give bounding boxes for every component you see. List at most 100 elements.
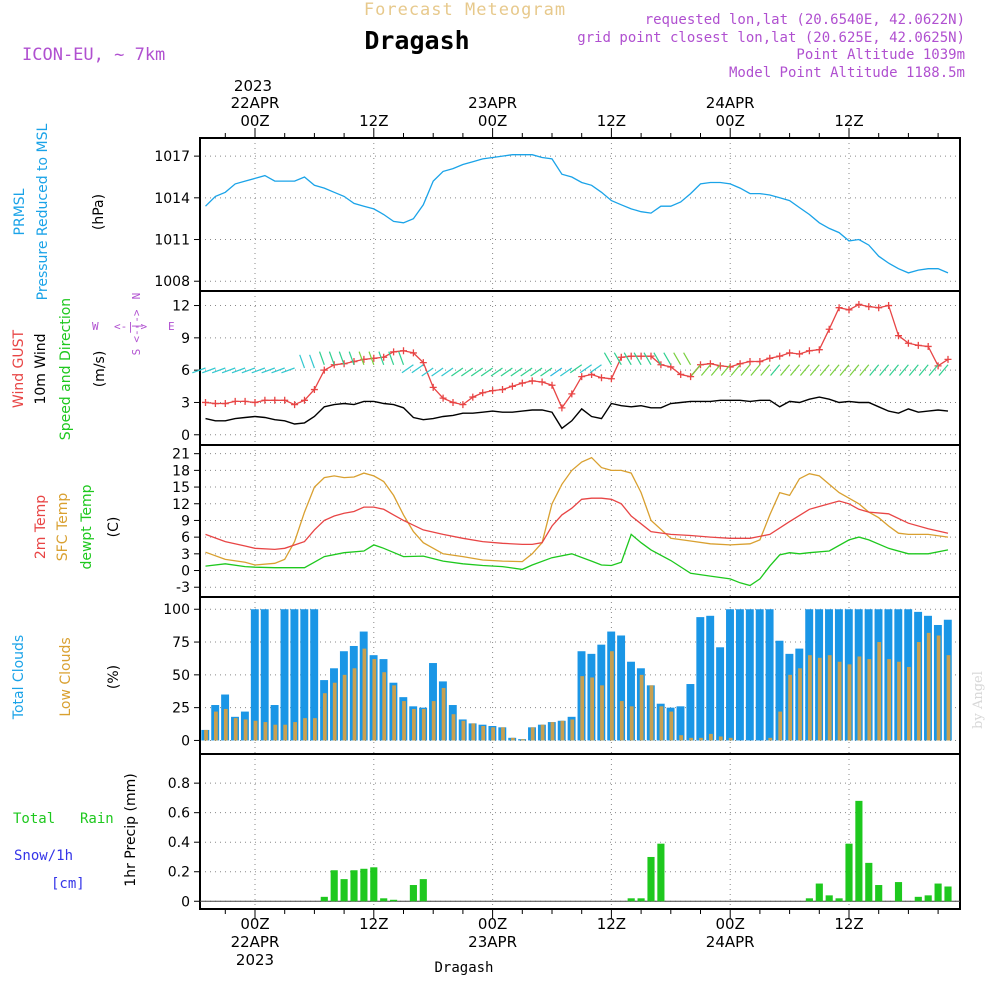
low-clouds-bar <box>679 735 684 741</box>
wind-direction-arrow <box>849 364 860 376</box>
wind-gust-point <box>231 397 239 405</box>
precip-bar <box>805 898 813 902</box>
wind-gust-point <box>538 378 546 386</box>
wind-direction-arrow <box>441 367 454 377</box>
wind-gust-point <box>301 396 308 404</box>
wind-direction-arrow <box>683 352 692 366</box>
bottom-x-tick-label: 23APR <box>468 933 517 951</box>
low-clouds-bar <box>897 661 901 741</box>
low-clouds-bar <box>372 659 377 741</box>
wind-direction-arrow <box>490 367 503 377</box>
low-clouds-bar <box>233 718 238 741</box>
low-clouds-bar <box>798 668 802 741</box>
wind-direction-arrow <box>261 367 276 374</box>
wind-direction-arrow <box>603 352 612 366</box>
precip-label-total: Total <box>13 811 55 827</box>
precip-bar <box>340 879 348 902</box>
wind-direction-arrow <box>633 352 642 366</box>
low-clouds-bar <box>887 659 891 741</box>
low-clouds-bar <box>362 648 367 741</box>
low-clouds-bar <box>392 685 396 741</box>
total-clouds-bar <box>686 684 695 741</box>
low-clouds-bar <box>916 642 921 741</box>
y-tick-label: 9 <box>181 513 190 529</box>
wind-gust-point <box>687 373 695 381</box>
low-clouds-bar <box>352 668 357 741</box>
low-clouds-bar <box>768 737 773 741</box>
y-tick-label: 0 <box>181 564 190 580</box>
y-tick-label: 15 <box>172 480 190 496</box>
precip-bar <box>855 800 863 902</box>
low-clouds-bar <box>590 677 594 741</box>
top-x-tick-label: 12Z <box>597 112 626 130</box>
wind-gust-point <box>439 394 447 402</box>
bottom-x-tick-label: 12Z <box>834 915 863 933</box>
wind-gust-point <box>409 349 417 357</box>
y-tick-label: -3 <box>176 580 190 596</box>
low-clouds-bar <box>461 720 466 741</box>
info-gridpoint: grid point closest lon,lat (20.625E, 42.… <box>577 30 965 46</box>
precip-bar <box>875 885 883 902</box>
top-x-tick-label: 24APR <box>706 94 755 112</box>
total-clouds-bar <box>310 609 319 741</box>
top-x-tick-label: 00Z <box>716 112 745 130</box>
wind-direction-arrow <box>192 367 206 374</box>
top-x-tick-label: 00Z <box>478 112 507 130</box>
meteogram-title: Forecast Meteogram <box>364 0 566 20</box>
low-clouds-bar <box>867 659 872 741</box>
wind-gust-point <box>885 302 893 310</box>
bottom-x-tick-label: 00Z <box>240 915 269 933</box>
clouds-unit: (%) <box>106 665 122 689</box>
total-clouds-bar <box>627 661 635 741</box>
wind-gust-point <box>637 352 645 360</box>
bottom-x-tick-label: 2023 <box>236 951 274 969</box>
temp-label-dewpt: dewpt Temp <box>79 484 95 569</box>
wind-compass: N <-|-> S W <-|-> E <box>92 293 175 356</box>
precip-bar <box>330 870 338 902</box>
wind-direction-arrow <box>700 364 711 376</box>
wind-gust-point <box>429 383 437 391</box>
low-clouds-bar <box>332 682 337 741</box>
y-tick-label: 3 <box>181 395 190 411</box>
pressure-label-2: Pressure Reduced to MSL <box>35 123 51 300</box>
bottom-x-tick-label: 00Z <box>716 915 745 933</box>
wind-direction-arrow <box>889 364 899 376</box>
low-clouds-bar <box>610 651 614 741</box>
wind-direction-arrow <box>740 364 751 376</box>
low-clouds-bar <box>451 714 456 741</box>
low-clouds-bar <box>491 727 495 741</box>
wind-direction-arrow <box>411 364 424 374</box>
low-clouds-bar <box>441 687 446 741</box>
pressure-unit: (hPa) <box>91 194 107 230</box>
y-tick-label: 6 <box>181 530 190 546</box>
low-clouds-bar <box>659 706 664 741</box>
temp-2m-line <box>205 497 949 551</box>
wind-label-speed-dir: Speed and Direction <box>58 298 74 440</box>
wind-direction-arrow <box>299 354 306 369</box>
bottom-location-label: Dragash <box>434 960 493 976</box>
pressure-label-1: PRMSL <box>12 188 28 235</box>
wind-direction-arrow <box>653 352 662 366</box>
precip-bar <box>825 895 833 902</box>
wind-direction-arrow <box>928 364 939 376</box>
wind-gust-point <box>825 325 833 333</box>
bottom-x-tick-label: 12Z <box>359 915 388 933</box>
compass-e: E <box>168 320 175 333</box>
low-clouds-bar <box>402 701 406 741</box>
low-clouds-bar <box>421 708 426 741</box>
wind-gust-point <box>914 341 922 349</box>
low-clouds-bar <box>313 718 317 741</box>
clouds-label-low: Low Clouds <box>58 637 74 716</box>
precip-bar <box>835 898 843 902</box>
low-clouds-bar <box>827 655 832 741</box>
total-clouds-bar <box>270 705 279 741</box>
wind-gust-point <box>202 398 209 406</box>
temp-unit: (C) <box>106 517 122 538</box>
wind-gust-point <box>390 348 398 356</box>
precip-bar <box>637 898 645 902</box>
wind-gust-point <box>499 386 506 394</box>
y-tick-label: 75 <box>172 635 190 651</box>
low-clouds-bar <box>936 635 941 741</box>
top-x-tick-label: 12Z <box>359 112 388 130</box>
